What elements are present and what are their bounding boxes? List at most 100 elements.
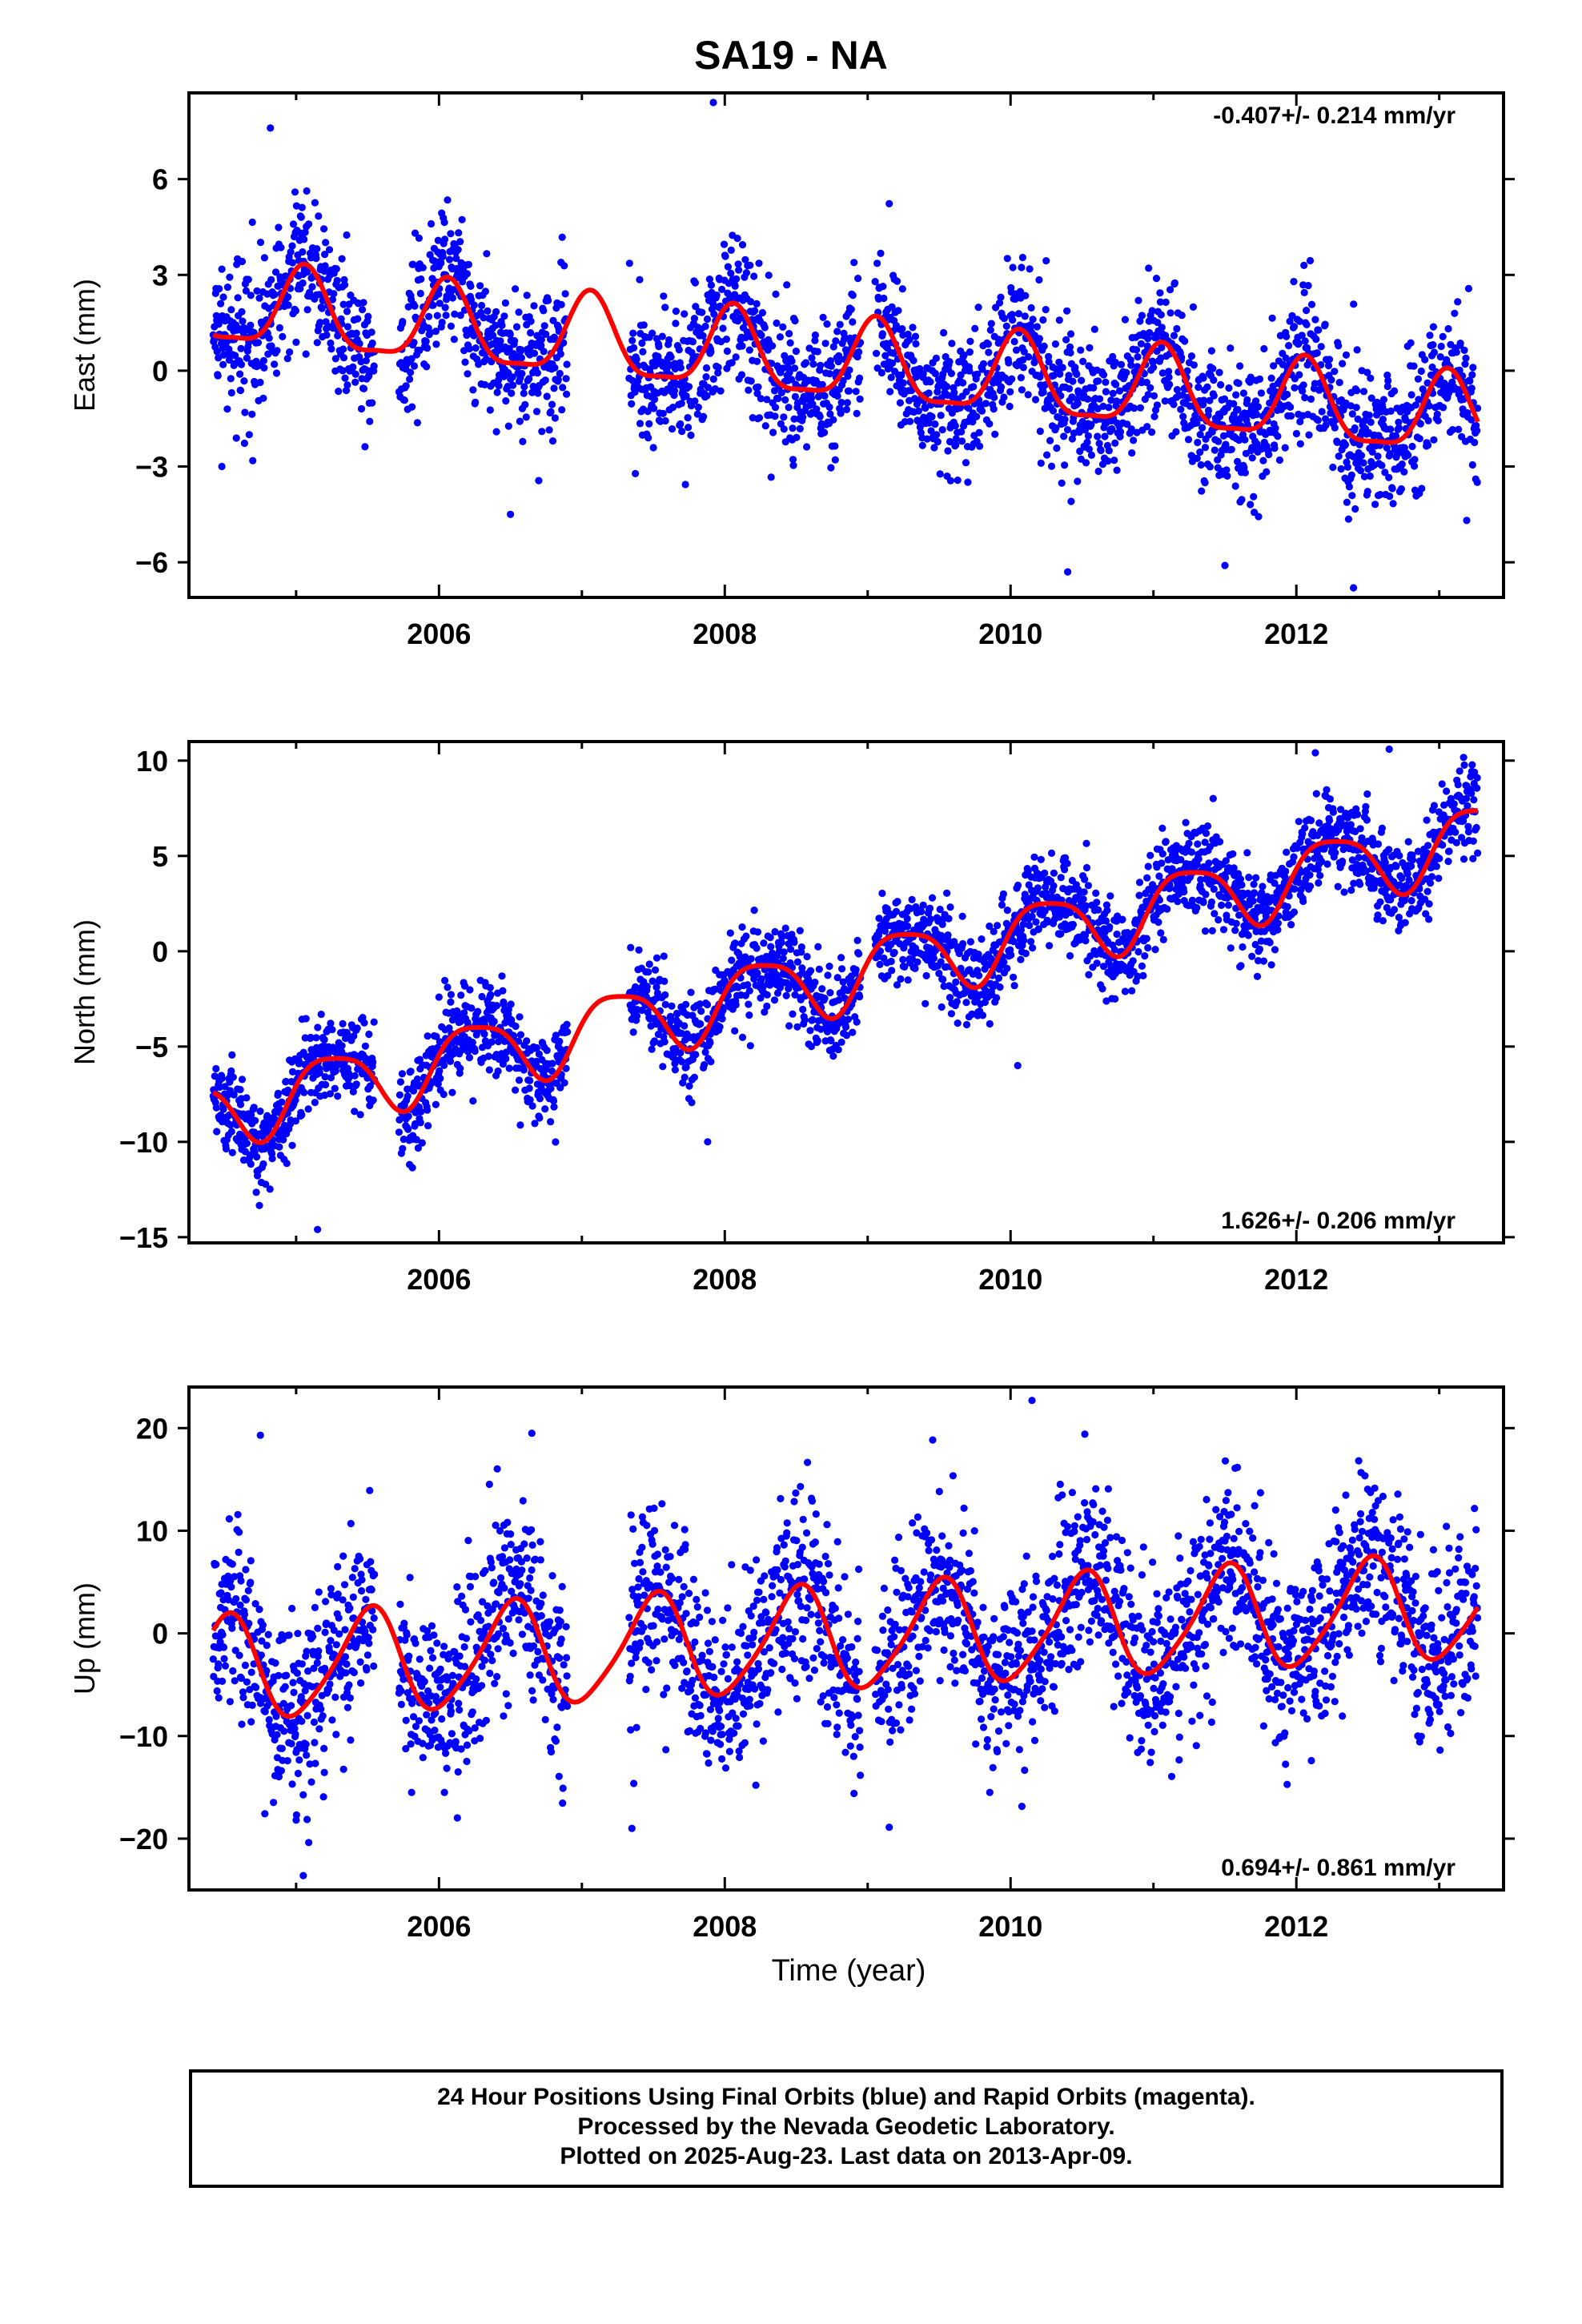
data-point — [962, 1020, 971, 1029]
data-point — [894, 307, 902, 315]
data-point — [1199, 374, 1207, 382]
data-point — [956, 404, 964, 412]
data-point — [903, 915, 911, 923]
data-point — [551, 414, 560, 422]
data-point — [1300, 261, 1308, 269]
data-point — [1133, 428, 1141, 436]
data-point — [346, 1082, 354, 1090]
data-point — [505, 1064, 513, 1072]
data-point — [1019, 920, 1027, 928]
data-point — [716, 1023, 724, 1031]
data-point — [959, 939, 967, 948]
data-point — [1165, 368, 1173, 376]
data-point — [277, 243, 285, 251]
data-point — [1333, 438, 1341, 447]
data-point — [1061, 866, 1069, 874]
data-point — [954, 476, 962, 485]
data-point — [1111, 358, 1119, 367]
data-point — [303, 187, 311, 195]
data-point — [1400, 468, 1408, 476]
data-point — [422, 337, 430, 345]
data-point — [1006, 388, 1014, 396]
data-point — [727, 246, 735, 254]
data-point — [1008, 375, 1016, 383]
data-point — [1468, 460, 1476, 469]
data-point — [1395, 424, 1403, 432]
data-point — [291, 1117, 299, 1125]
data-point — [781, 924, 789, 932]
data-point — [1444, 324, 1452, 333]
data-point — [703, 1000, 712, 1009]
data-point — [681, 480, 689, 489]
data-point — [948, 340, 956, 348]
data-point — [339, 300, 347, 308]
data-point — [1430, 436, 1438, 444]
data-point — [308, 283, 316, 291]
data-point — [464, 260, 473, 268]
data-point — [655, 343, 663, 351]
data-point — [661, 1000, 669, 1008]
data-point — [1019, 356, 1027, 364]
data-point — [1343, 498, 1351, 506]
data-point — [284, 301, 292, 309]
data-point — [223, 283, 231, 292]
data-point — [441, 976, 449, 984]
data-point — [343, 381, 351, 389]
data-point — [248, 218, 256, 227]
data-point — [399, 1144, 407, 1152]
data-point — [997, 383, 1006, 391]
data-point — [288, 1141, 296, 1149]
data-point — [495, 382, 503, 390]
data-point — [881, 927, 889, 935]
data-point — [284, 1086, 292, 1094]
data-point — [243, 1140, 251, 1148]
data-point — [1000, 393, 1008, 401]
data-point — [936, 905, 944, 914]
data-point — [732, 353, 740, 361]
y-tick-label: 6 — [152, 163, 168, 196]
data-point — [1050, 882, 1058, 890]
data-point — [1248, 454, 1256, 462]
data-point — [1306, 256, 1315, 265]
data-point — [295, 1058, 303, 1066]
data-point — [849, 292, 857, 300]
data-point — [1122, 368, 1130, 376]
data-point — [315, 1069, 323, 1077]
data-point — [958, 912, 966, 920]
data-point — [436, 300, 444, 308]
data-point — [1097, 446, 1105, 455]
data-point — [480, 1030, 488, 1038]
data-point — [856, 374, 864, 382]
data-point — [1404, 451, 1412, 460]
data-point — [1385, 473, 1393, 481]
data-point — [292, 338, 300, 346]
data-point — [844, 1015, 852, 1023]
data-point — [1243, 849, 1251, 857]
data-point — [440, 219, 448, 227]
data-point — [1106, 892, 1114, 900]
data-point — [761, 422, 769, 430]
data-point — [338, 1042, 346, 1050]
data-point — [563, 360, 571, 368]
data-point — [215, 354, 223, 362]
data-point — [1347, 402, 1355, 410]
data-point — [1331, 424, 1339, 432]
data-point — [330, 290, 338, 298]
data-point — [757, 332, 765, 340]
data-point — [1111, 995, 1119, 1003]
data-point — [527, 329, 535, 337]
data-point — [1111, 439, 1119, 448]
data-point — [1371, 501, 1379, 509]
data-point — [1360, 472, 1368, 480]
data-point — [1039, 388, 1047, 396]
data-point — [560, 262, 568, 270]
data-point — [855, 348, 863, 356]
data-point — [1463, 517, 1471, 525]
data-point — [1257, 389, 1265, 397]
data-point — [1076, 447, 1084, 456]
data-point — [542, 330, 550, 338]
data-point — [312, 255, 320, 263]
data-point — [1164, 856, 1172, 864]
data-point — [536, 1114, 544, 1122]
data-point — [669, 404, 677, 412]
